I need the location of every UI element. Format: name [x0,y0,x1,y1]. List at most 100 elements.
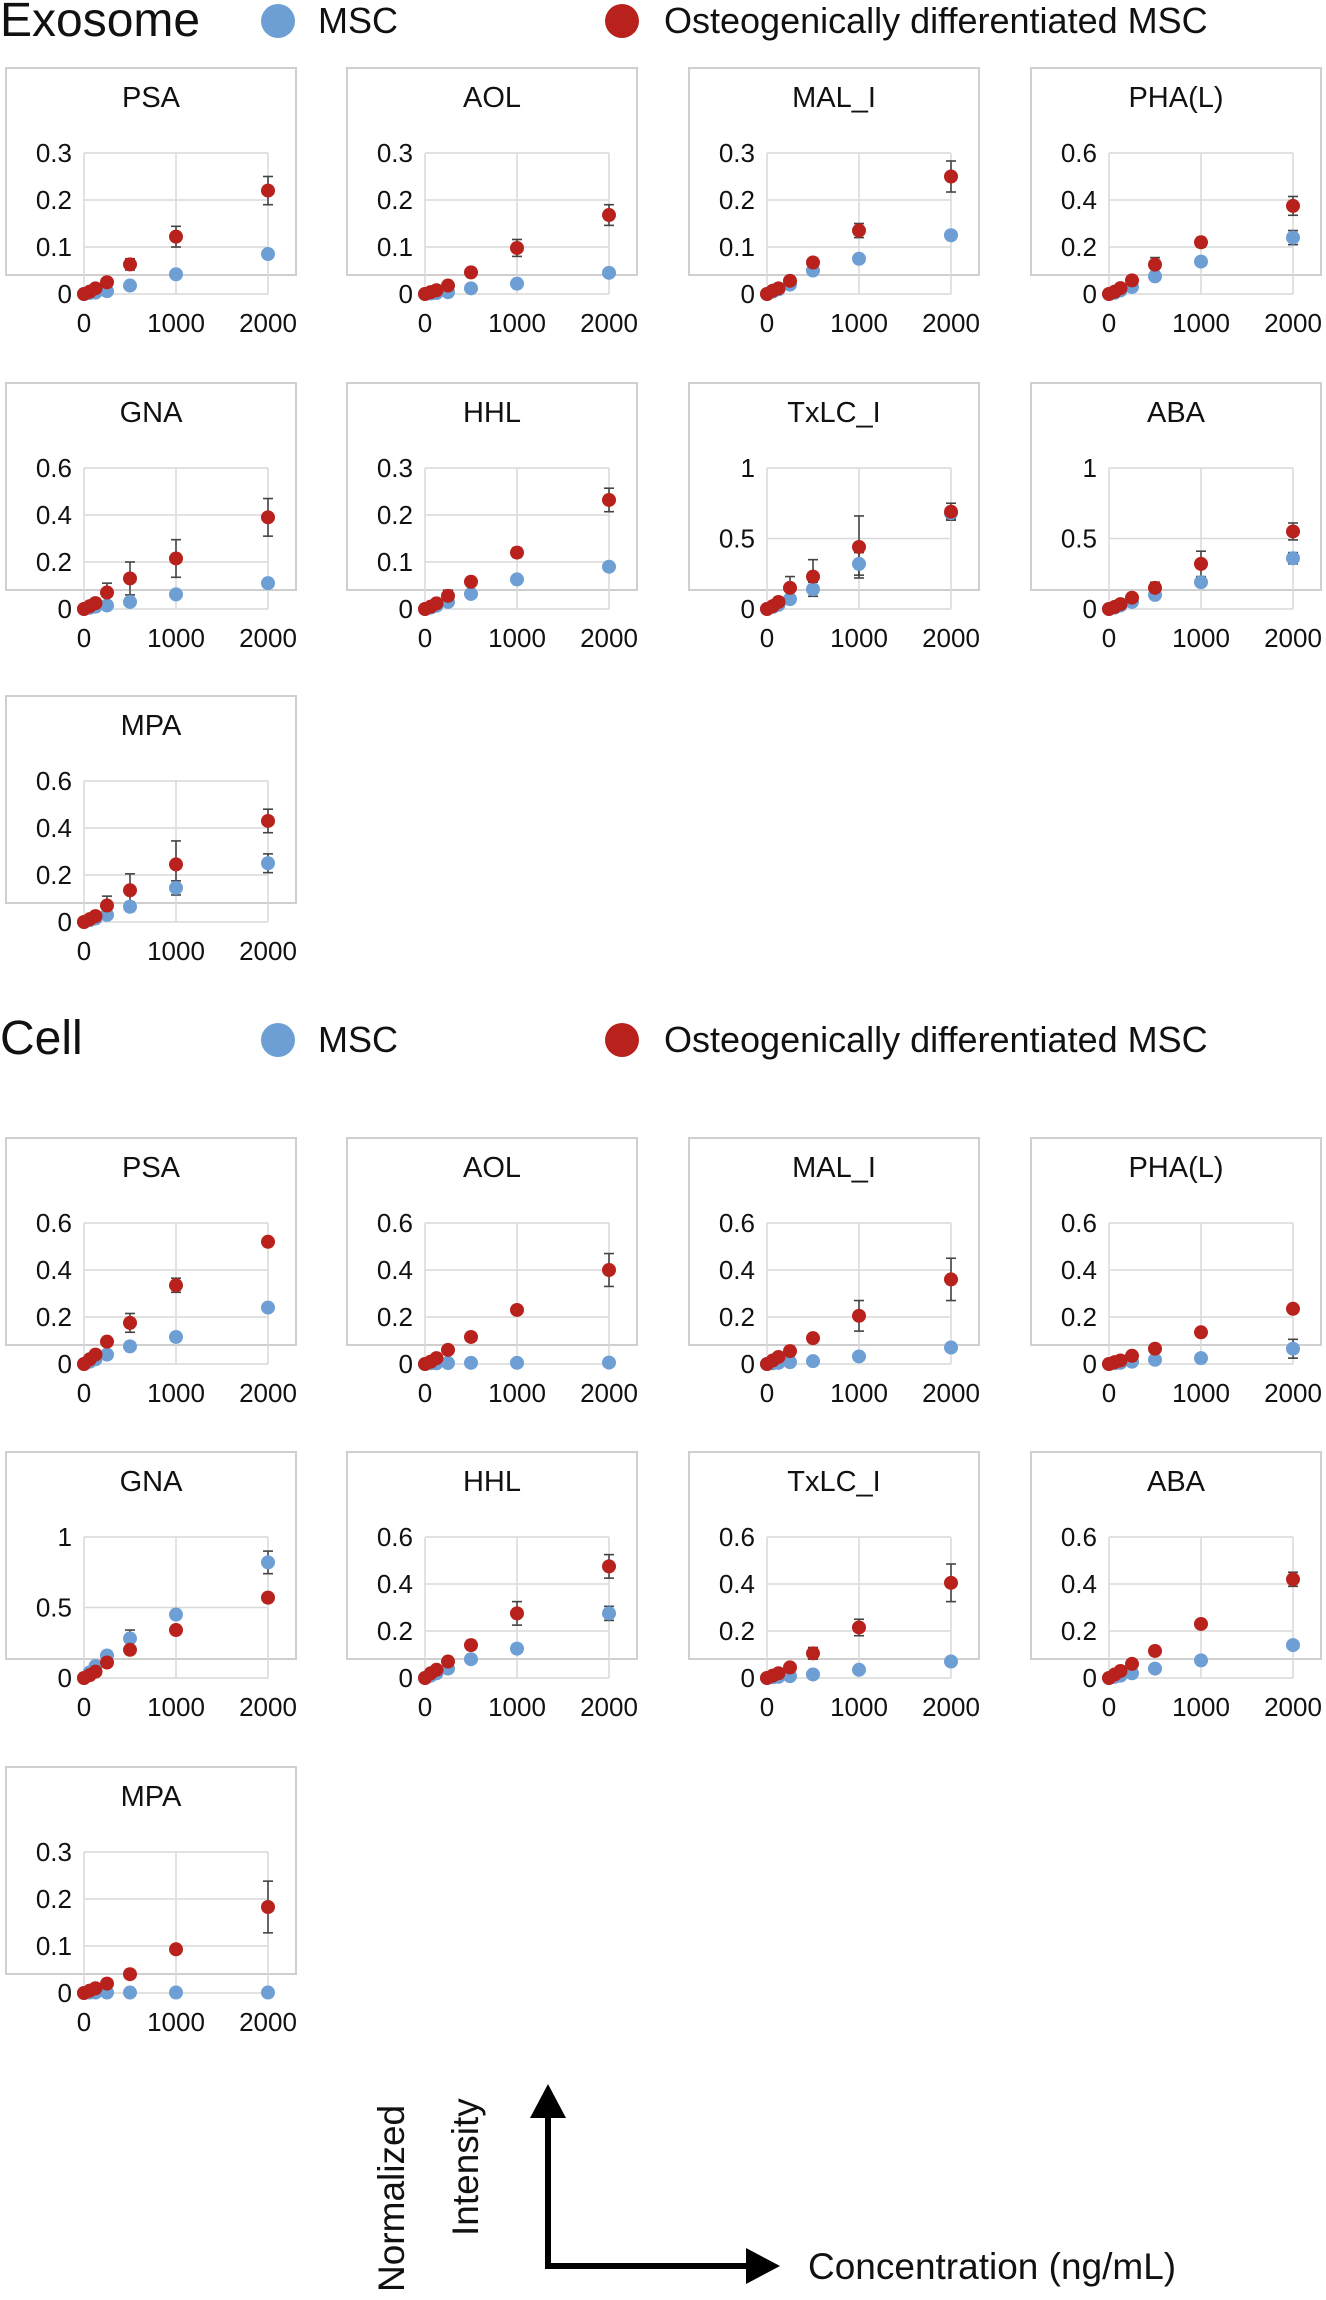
exosome-aol-y-tick-label: 0.1 [377,232,413,262]
cell-hhl-panel-frame [346,1451,638,1660]
cell-aba-msc-point [1148,1661,1162,1676]
cell-aba-title: ABA [1147,1466,1206,1498]
exosome-aol-y-tick-label: 0 [399,279,413,309]
exosome-aol-msc-point [510,276,524,291]
cell-aba-osteo-point [1125,1656,1139,1671]
exosome-psa-msc-point [169,267,183,282]
exosome-mal-i-x-tick-label: 2000 [922,308,980,338]
exosome-psa-panel-frame [5,67,297,276]
exosome-aba-panel-frame [1030,382,1322,591]
cell-pha-l-panel-frame [1030,1137,1322,1346]
exosome-txlc-i-osteo-point [806,569,820,584]
exosome-mpa-osteo-point [100,898,114,913]
exosome-mal-i-panel: MAL_I 0 0.1 0.2 0.3 0 1000 2000 [688,67,980,338]
exosome-gna-osteo-point [261,510,275,525]
cell-gna-x-tick-label: 1000 [147,1692,205,1722]
cell-pha-l-x-tick-label: 2000 [1264,1378,1322,1408]
exosome-gna-y-tick-label: 0.6 [36,453,72,483]
cell-aol-y-tick-label: 0.2 [377,1302,413,1332]
cell-pha-l-x-tick-label: 1000 [1172,1378,1230,1408]
exosome-hhl-y-tick-label: 0.2 [377,500,413,530]
exosome-mal-i-osteo-point [771,281,786,296]
cell-psa-msc-point [169,1329,183,1344]
exosome-section-title: Exosome [0,0,200,47]
exosome-pha-l-osteo-point [1113,281,1128,296]
cell-mal-i-x-tick-label: 1000 [830,1378,888,1408]
cell-aol-osteo-point [464,1329,478,1344]
exosome-pha-l-osteo-point [1125,273,1139,288]
cell-aba-panel-frame [1030,1451,1322,1660]
exosome-aba-osteo-point [1194,556,1208,571]
exosome-pha-l-msc-point [1286,230,1300,245]
exosome-txlc-i-msc-point [806,582,820,597]
cell-aba-y-tick-label: 0.6 [1061,1522,1097,1552]
exosome-mpa-osteo-point [88,909,103,924]
cell-psa-panel-frame [5,1137,297,1346]
exosome-hhl-osteo-point [429,596,444,611]
cell-psa-msc-point [123,1339,137,1354]
exosome-txlc-i-osteo-point [783,580,797,595]
exosome-mpa-msc-point [169,880,183,895]
cell-psa-y-tick-label: 0 [58,1349,72,1379]
exosome-txlc-i-x-tick-label: 2000 [922,623,980,653]
cell-aba-osteo-point [1113,1663,1128,1678]
cell-aba-x-tick-label: 2000 [1264,1692,1322,1722]
exosome-psa-y-tick-label: 0 [58,279,72,309]
cell-psa-x-tick-label: 2000 [239,1378,297,1408]
exosome-aba-osteo-point [1148,580,1162,595]
cell-aba-msc-point [1286,1638,1300,1653]
cell-txlc-i-msc-point [852,1662,866,1677]
exosome-pha-l-panel-frame [1030,67,1322,276]
cell-gna-y-tick-label: 0 [58,1663,72,1693]
cell-psa-osteo-point [88,1347,103,1362]
exosome-hhl-panel: HHL 0 0.1 0.2 0.3 0 1000 2000 [346,382,638,653]
axis-key-x-arrowhead [746,2248,780,2284]
exosome-gna-y-tick-label: 0.2 [36,547,72,577]
cell-aol-osteo-point [510,1302,524,1317]
cell-mpa-x-tick-label: 0 [77,2007,91,2037]
cell-aol-msc-point [602,1355,616,1370]
cell-aba-osteo-point [1286,1572,1300,1587]
exosome-txlc-i-panel-frame [688,382,980,591]
exosome-aba-x-tick-label: 2000 [1264,623,1322,653]
exosome-mal-i-msc-point [852,251,866,266]
exosome-gna-osteo-point [123,571,137,586]
cell-txlc-i-osteo-point [783,1660,797,1675]
exosome-aba-osteo-point [1286,524,1300,539]
cell-gna-x-tick-label: 2000 [239,1692,297,1722]
exosome-legend-msc-marker [261,4,295,38]
exosome-psa-x-tick-label: 1000 [147,308,205,338]
cell-aol-y-tick-label: 0.6 [377,1208,413,1238]
exosome-aol-x-tick-label: 1000 [488,308,546,338]
exosome-header: Exosome MSC Osteogenically differentiate… [0,0,1208,47]
exosome-pha-l-x-tick-label: 0 [1102,308,1116,338]
exosome-mpa-msc-point [123,899,137,914]
exosome-txlc-i-title: TxLC_I [787,397,880,429]
cell-aba-y-tick-label: 0.4 [1061,1569,1097,1599]
exosome-pha-l-title: PHA(L) [1128,82,1223,114]
cell-psa-osteo-point [100,1334,114,1349]
cell-gna-x-tick-label: 0 [77,1692,91,1722]
exosome-hhl-msc-point [602,559,616,574]
cell-aol-panel: AOL 0 0.2 0.4 0.6 0 1000 2000 [346,1137,638,1408]
exosome-pha-l-x-tick-label: 1000 [1172,308,1230,338]
exosome-pha-l-panel: PHA(L) 0 0.2 0.4 0.6 0 1000 2000 [1030,67,1322,338]
exosome-pha-l-osteo-point [1194,235,1208,250]
exosome-psa-panel: PSA 0 0.1 0.2 0.3 0 1000 2000 [5,67,297,338]
cell-hhl-y-tick-label: 0.4 [377,1569,413,1599]
exosome-mpa-x-tick-label: 1000 [147,936,205,966]
axis-key: Normalized Intensity Concentration (ng/m… [371,2084,1176,2292]
cell-aol-osteo-point [441,1342,455,1357]
exosome-hhl-x-tick-label: 1000 [488,623,546,653]
cell-gna-osteo-point [88,1664,103,1679]
cell-pha-l-osteo-point [1113,1353,1128,1368]
exosome-hhl-y-tick-label: 0 [399,594,413,624]
exosome-aol-y-tick-label: 0.3 [377,138,413,168]
exosome-pha-l-osteo-point [1148,257,1162,272]
exosome-aol-osteo-point [602,208,616,223]
cell-hhl-osteo-point [602,1559,616,1574]
exosome-pha-l-y-tick-label: 0.2 [1061,232,1097,262]
cell-aol-panel-frame [346,1137,638,1346]
cell-aba-y-tick-label: 0 [1083,1663,1097,1693]
